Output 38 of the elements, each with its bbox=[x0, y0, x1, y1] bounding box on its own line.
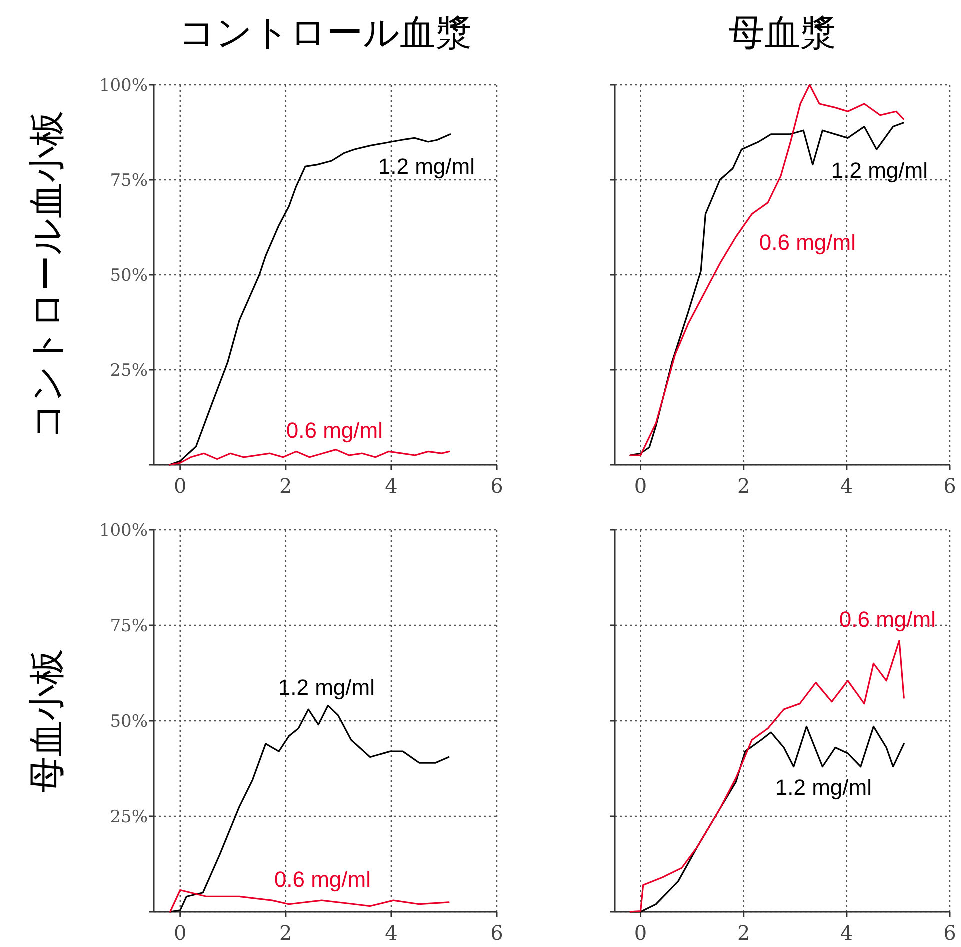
x-tick-label: 4 bbox=[385, 474, 398, 498]
series-label: 1.2 mg/ml bbox=[775, 775, 872, 800]
chart-title: 母血漿 bbox=[728, 12, 836, 53]
y-tick-label: 25% bbox=[110, 808, 148, 828]
x-tick-label: 2 bbox=[737, 921, 750, 945]
line-series bbox=[169, 449, 450, 466]
y-tick-label: 100% bbox=[99, 76, 148, 96]
series-label: 0.6 mg/ml bbox=[274, 867, 371, 892]
y-axis-title: コントロール血小板 bbox=[26, 110, 67, 440]
series-label: 0.6 mg/ml bbox=[286, 418, 383, 443]
y-tick-label: 50% bbox=[110, 266, 148, 286]
x-tick-label: 2 bbox=[737, 474, 750, 498]
x-tick-label: 2 bbox=[280, 921, 292, 945]
x-tick-label: 0 bbox=[634, 921, 648, 945]
x-tick-label: 4 bbox=[385, 921, 398, 945]
y-tick-label: 50% bbox=[110, 712, 148, 732]
x-tick-label: 0 bbox=[634, 474, 648, 498]
chart-title: コントロール血漿 bbox=[179, 12, 472, 53]
y-tick-label: 25% bbox=[110, 361, 148, 381]
x-tick-label: 4 bbox=[840, 474, 854, 498]
x-tick-label: 0 bbox=[174, 474, 187, 498]
line-series bbox=[170, 704, 450, 913]
x-tick-label: 0 bbox=[174, 921, 187, 945]
series-label: 0.6 mg/ml bbox=[759, 230, 856, 255]
x-tick-label: 6 bbox=[490, 474, 504, 498]
x-tick-label: 6 bbox=[490, 921, 504, 945]
x-tick-label: 4 bbox=[840, 921, 854, 945]
x-tick-label: 6 bbox=[944, 921, 956, 945]
y-axis-title: 母血小板 bbox=[26, 649, 67, 793]
series-label: 1.2 mg/ml bbox=[378, 154, 475, 179]
series-label: 1.2 mg/ml bbox=[278, 675, 375, 700]
y-tick-label: 100% bbox=[99, 521, 148, 541]
x-tick-label: 2 bbox=[280, 474, 292, 498]
series-label: 0.6 mg/ml bbox=[839, 607, 936, 632]
x-tick-label: 6 bbox=[944, 474, 956, 498]
y-tick-label: 75% bbox=[110, 171, 148, 191]
series-label: 1.2 mg/ml bbox=[831, 158, 928, 183]
y-tick-label: 75% bbox=[110, 616, 148, 636]
